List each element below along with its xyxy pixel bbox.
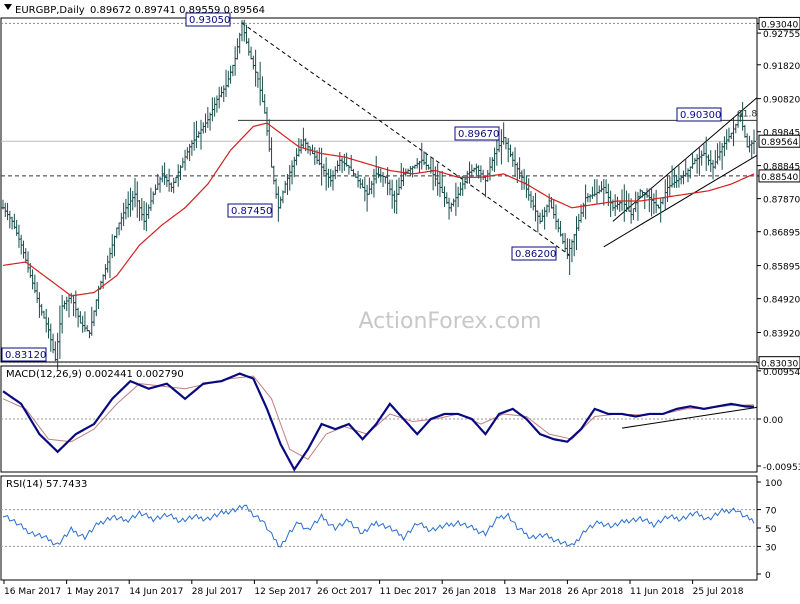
symbol-dropdown-icon[interactable] (4, 4, 12, 10)
annotation-box (454, 126, 500, 141)
annotation-box (511, 246, 557, 261)
rsi-tick-label: 0 (765, 571, 771, 581)
rsi-tick-label: 50 (765, 525, 777, 535)
price-tick-label: 0.86895 (763, 229, 800, 239)
price-tick-box (758, 169, 800, 183)
x-tick-label: 12 Sep 2017 (254, 587, 311, 597)
x-tick-label: 11 Jun 2018 (630, 587, 684, 597)
macd-trend-line (621, 406, 758, 429)
macd-signal-line (2, 375, 755, 461)
price-tick-label: 0.88540 (761, 173, 798, 183)
price-panel: 0.93050 0.87450 0.89670 0.86200 0.90300 0.831… (0, 12, 800, 370)
channel-lower-line (603, 154, 758, 248)
macd-tick-label: 0.00 (763, 416, 783, 426)
annotation-label: 0.83120 (5, 350, 46, 361)
price-tick-label: 0.83920 (763, 330, 800, 340)
price-tick-label: 0.87870 (763, 196, 800, 206)
price-tick-label: 0.92755 (763, 30, 800, 40)
rsi-tick-label: 100 (765, 479, 782, 489)
price-tick-label: 0.89845 (763, 129, 800, 139)
price-tick-box (758, 16, 800, 30)
annotation-label: 0.89670 (458, 129, 499, 140)
x-tick-label: 26 Oct 2017 (317, 587, 373, 597)
rsi-panel: 100 70 50 30 0 (0, 475, 782, 581)
price-tick-label: 0.83030 (761, 360, 798, 370)
price-tick-label: 0.93040 (761, 20, 798, 30)
price-frame (0, 17, 758, 363)
annotation-box (185, 12, 231, 27)
annotation-box (227, 203, 273, 218)
rsi-title: RSI(14) 57.7433 (6, 479, 87, 490)
price-tick-label: 0.90820 (763, 96, 800, 106)
x-tick-label: 28 Jul 2017 (192, 587, 243, 597)
rsi-frame (0, 475, 758, 581)
x-tick-label: 25 Jul 2018 (693, 587, 744, 597)
price-tick-label: 0.91820 (763, 62, 800, 72)
rsi-line (2, 504, 755, 548)
x-tick-label: 11 Dec 2017 (380, 587, 438, 597)
rsi-tick-label: 30 (765, 543, 777, 553)
downtrend-line (241, 22, 570, 256)
header: EURGBP,Daily 0.89672 0.89741 0.89559 0.8… (4, 4, 265, 16)
annotation-label: 0.86200 (515, 249, 556, 260)
macd-title: MACD(12,26,9) 0.002441 0.002790 (6, 369, 184, 380)
ohlc-label: 0.89672 0.89741 0.89559 0.89564 (90, 5, 265, 16)
x-tick-label: 14 Jun 2017 (129, 587, 183, 597)
watermark: ActionForex.com (359, 309, 542, 334)
macd-tick-label: -0.009538 (763, 463, 800, 473)
annotation-box (676, 107, 722, 122)
sma-line (2, 122, 755, 297)
x-tick-label: 1 May 2017 (67, 587, 120, 597)
annotation-label: 0.93050 (189, 15, 230, 26)
current-price-label: 0.89564 (761, 138, 798, 148)
macd-line (2, 372, 755, 472)
current-price-box (758, 134, 800, 148)
price-bars (1, 19, 756, 370)
price-tick-label: 0.84920 (763, 296, 800, 306)
x-tick-label: 16 Mar 2017 (4, 587, 61, 597)
annotation-label: 0.90300 (680, 110, 721, 121)
price-tick-label: 0.85895 (763, 263, 800, 273)
x-tick-label: 26 Apr 2018 (567, 587, 623, 597)
macd-panel: 0.00954 0.00 -0.009538 (0, 365, 800, 473)
rsi-tick-label: 70 (765, 507, 777, 517)
symbol-label: EURGBP,Daily (15, 5, 85, 16)
annotation-box (1, 347, 47, 362)
x-tick-label: 13 Mar 2018 (505, 587, 562, 597)
rsi-axis: 100 70 50 30 0 (757, 479, 782, 581)
price-tick-box (758, 356, 800, 370)
x-tick-label: 26 Jan 2018 (442, 587, 496, 597)
fib-61-8-label: 61.8 (737, 109, 757, 119)
macd-axis: 0.00954 0.00 -0.009538 (757, 368, 800, 473)
x-axis: 16 Mar 2017 1 May 2017 14 Jun 2017 28 Jul 2… (3, 580, 744, 597)
macd-tick-label: 0.00954 (763, 368, 800, 378)
annotation-label: 0.87450 (231, 206, 272, 217)
price-tick-label: 0.88845 (763, 163, 800, 173)
